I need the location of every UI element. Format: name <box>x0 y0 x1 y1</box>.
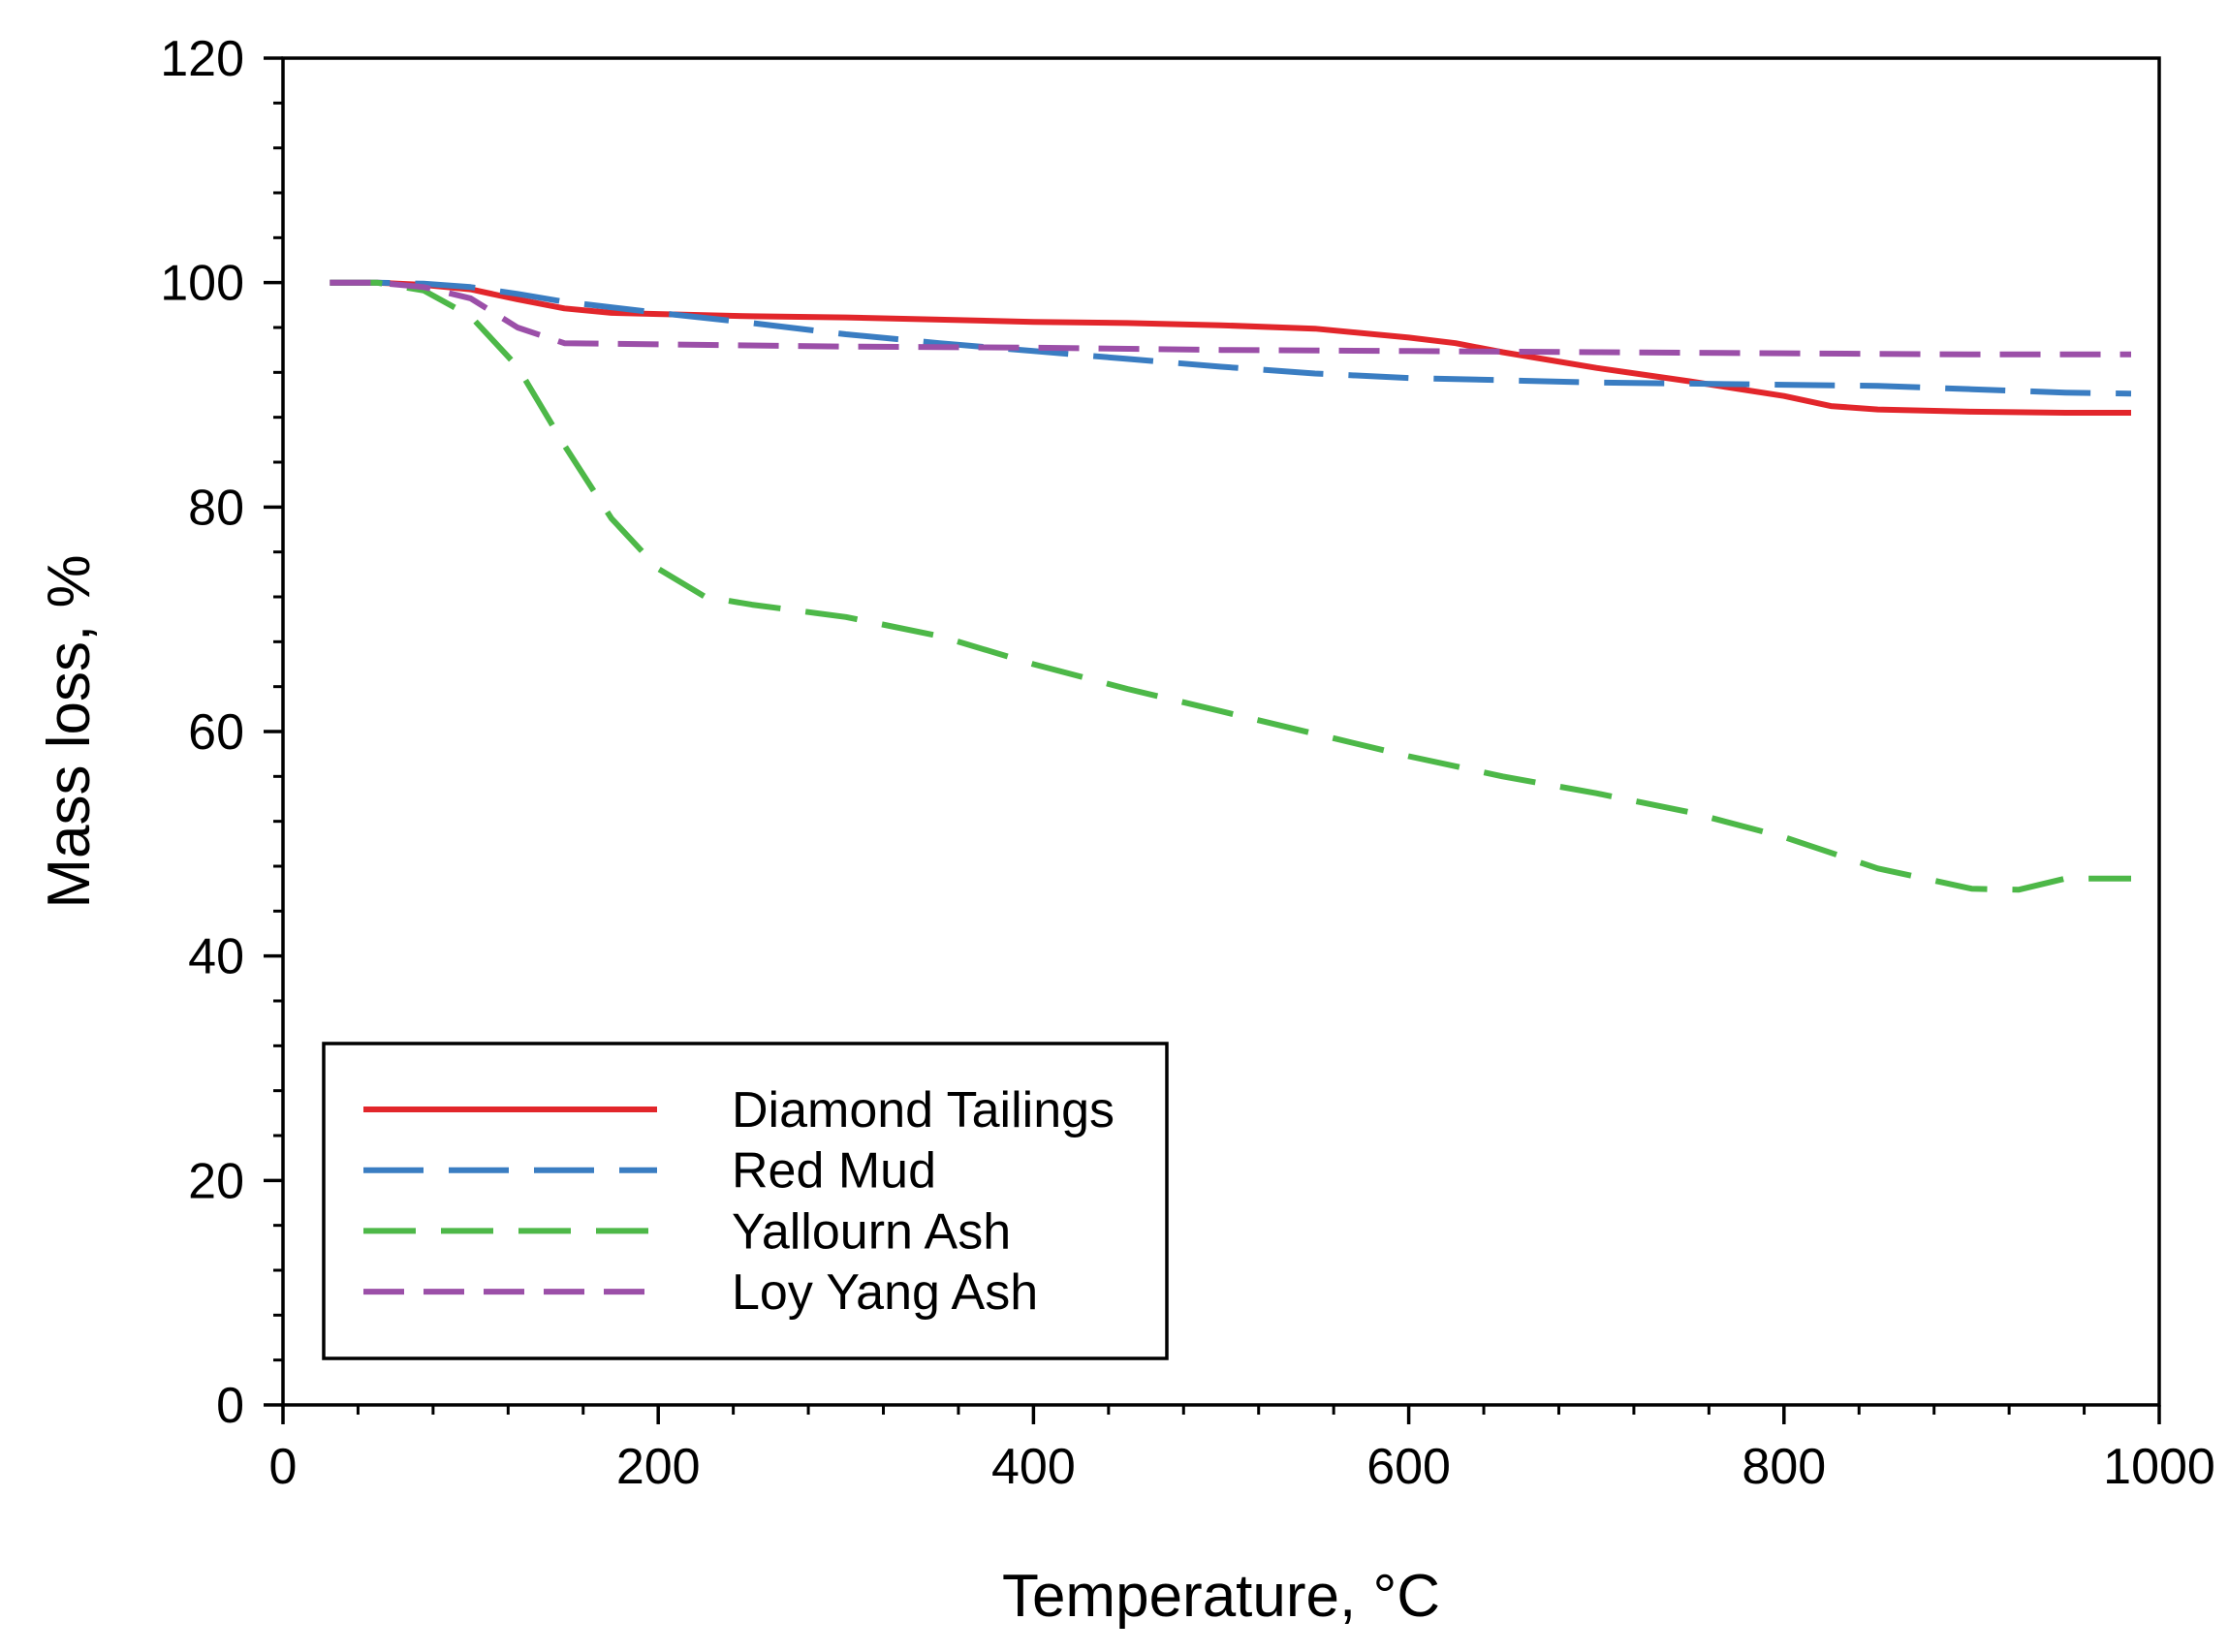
y-tick-label: 0 <box>216 1378 244 1434</box>
x-tick-label: 0 <box>269 1439 298 1495</box>
series-line-loy-yang-ash <box>330 279 2131 358</box>
series-line-diamond-tailings <box>330 279 2131 416</box>
y-axis-title: Mass loss, % <box>36 554 103 908</box>
legend-label-red-mud: Red Mud <box>732 1143 936 1200</box>
y-tick-label: 40 <box>188 929 244 985</box>
x-tick-label: 200 <box>616 1439 701 1495</box>
axes-layer: 0 200 400 600 800 1000 0 20 40 60 80 100 120 <box>160 31 2215 1495</box>
legend-label-yallourn-ash: Yallourn Ash <box>732 1203 1011 1260</box>
x-tick-label: 400 <box>991 1439 1076 1495</box>
series-line-yallourn-ash <box>330 279 2131 893</box>
series-layer <box>330 279 2132 893</box>
x-tick-label: 600 <box>1366 1439 1451 1495</box>
x-tick-label: 800 <box>1742 1439 1826 1495</box>
legend-label-diamond-tailings: Diamond Tailings <box>732 1082 1114 1138</box>
series-line-red-mud <box>330 279 2132 397</box>
legend-box <box>322 1042 1169 1360</box>
legend-label-loy-yang-ash: Loy Yang Ash <box>732 1264 1038 1321</box>
y-tick-label: 120 <box>160 31 244 87</box>
y-tick-label: 20 <box>188 1153 244 1209</box>
y-tick-label: 80 <box>188 480 244 536</box>
y-tick-label: 60 <box>188 704 244 761</box>
x-axis-title: Temperature, °C <box>1002 1563 1440 1630</box>
x-tick-label: 1000 <box>2103 1439 2215 1495</box>
y-tick-label: 100 <box>160 256 244 312</box>
